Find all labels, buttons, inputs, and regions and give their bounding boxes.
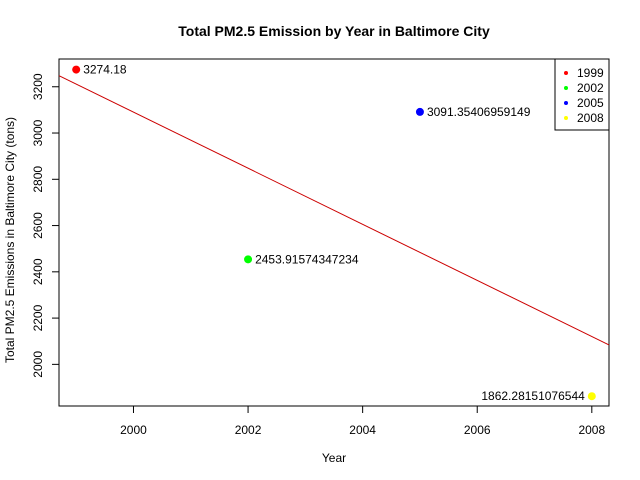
y-tick-label: 2800 — [31, 166, 45, 193]
legend-marker — [564, 116, 568, 120]
data-point — [415, 107, 424, 116]
x-tick-label: 2002 — [235, 423, 262, 437]
x-axis: 2000 2002 2004 2006 2008 — [120, 406, 605, 437]
y-tick-label: 2400 — [31, 258, 45, 285]
legend-label: 2008 — [577, 111, 604, 125]
legend-label: 2005 — [577, 96, 604, 110]
data-label: 3091.35406959149 — [427, 105, 531, 119]
legend-label: 1999 — [577, 66, 604, 80]
trend-line — [58, 75, 610, 346]
legend-marker — [564, 71, 568, 75]
data-point — [244, 255, 253, 264]
y-tick-label: 2000 — [31, 351, 45, 378]
legend-label: 2002 — [577, 81, 604, 95]
data-label: 2453.91574347234 — [255, 252, 359, 266]
data-label: 1862.28151076544 — [481, 389, 585, 403]
x-tick-label: 2000 — [120, 423, 147, 437]
x-tick-label: 2008 — [578, 423, 605, 437]
y-axis: 2000 2200 2400 2600 2800 3000 3200 — [31, 73, 59, 378]
data-point — [72, 65, 81, 74]
x-tick-label: 2004 — [349, 423, 376, 437]
y-tick-label: 2200 — [31, 304, 45, 331]
chart-title: Total PM2.5 Emission by Year in Baltimor… — [178, 23, 490, 39]
x-tick-label: 2006 — [464, 423, 491, 437]
plot-frame — [58, 58, 610, 407]
legend-marker — [564, 86, 568, 90]
data-point — [587, 392, 596, 401]
data-points: 3274.18 2453.91574347234 3091.35406959149 1… — [72, 63, 596, 403]
y-tick-label: 2600 — [31, 212, 45, 239]
y-axis-label: Total PM2.5 Emissions in Baltimore City … — [3, 117, 17, 363]
x-axis-label: Year — [322, 451, 346, 465]
trend-line-group — [58, 75, 610, 346]
y-tick-label: 3200 — [31, 73, 45, 100]
legend-marker — [564, 101, 568, 105]
legend-box — [554, 58, 610, 131]
data-label: 3274.18 — [83, 63, 127, 77]
y-tick-label: 3000 — [31, 119, 45, 146]
